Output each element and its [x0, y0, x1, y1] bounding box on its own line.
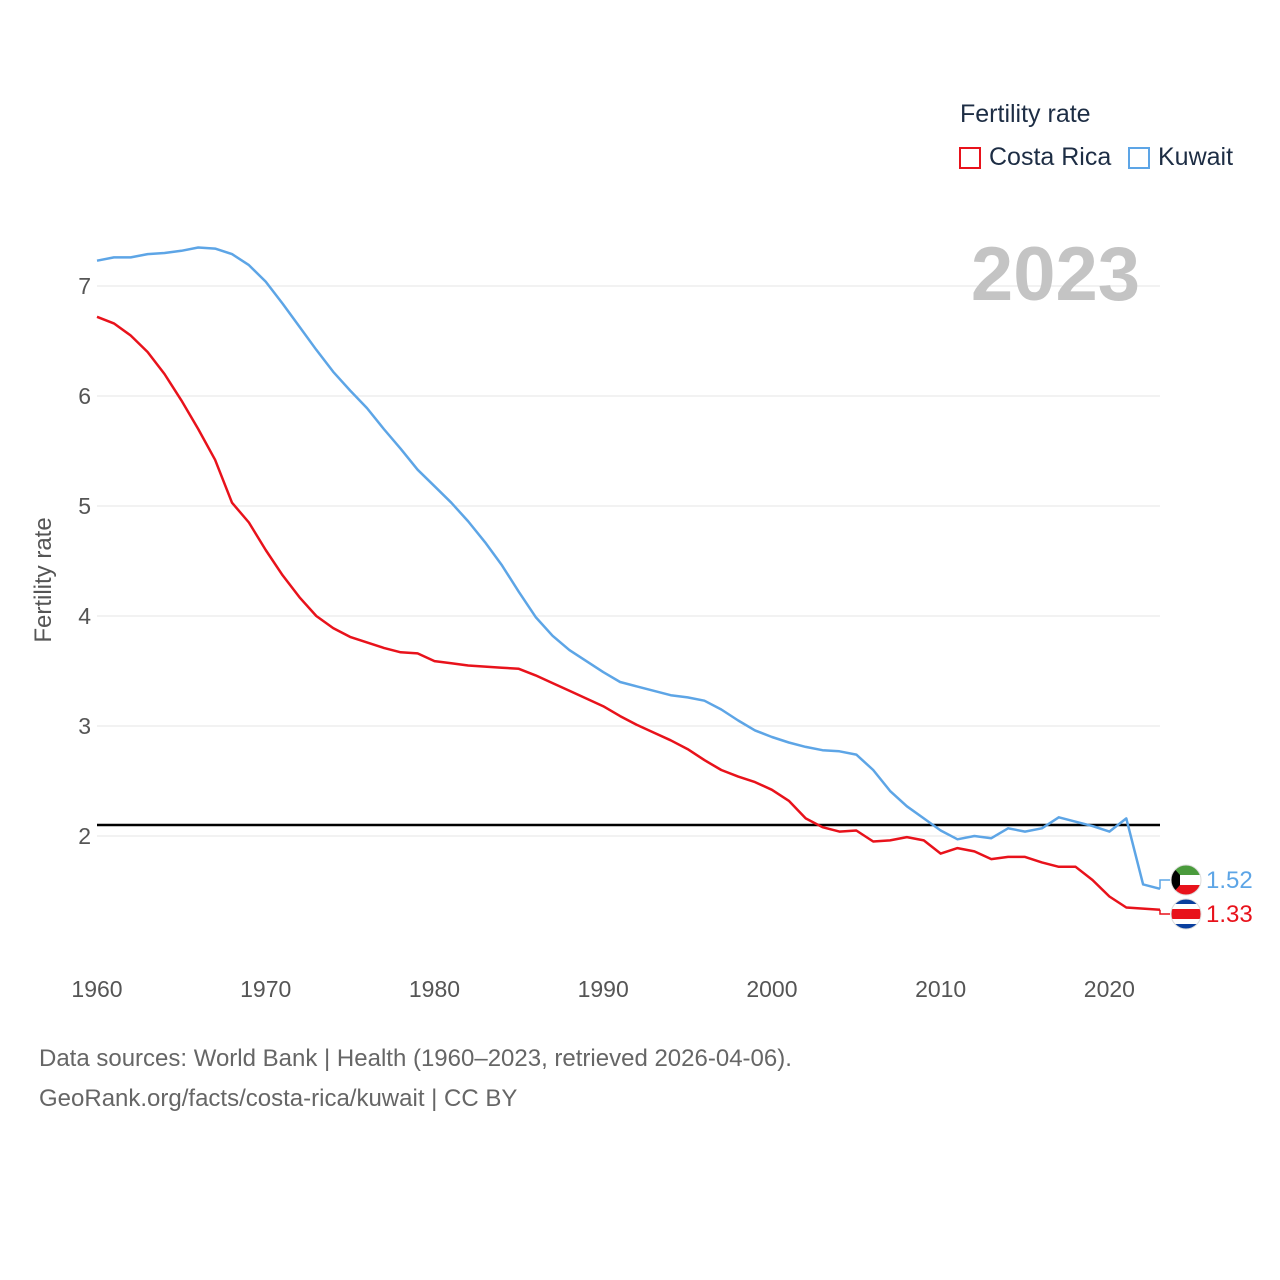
- x-tick-label: 1980: [409, 976, 460, 1002]
- legend-swatch-kuwait: [1128, 146, 1150, 169]
- end-markers: 1.33 1.52: [1159, 864, 1253, 930]
- y-axis-label: Fertility rate: [30, 517, 57, 642]
- x-tick-label: 2010: [915, 976, 966, 1002]
- end-connector: [1159, 909, 1170, 915]
- y-tick-label: 2: [78, 823, 91, 849]
- costa-rica-flag-icon: [1170, 898, 1202, 930]
- series-line-costa-rica: [96, 315, 1161, 911]
- x-axis-ticks: 1960 1970 1980 1990 2000 2010 2020: [71, 976, 1135, 1002]
- series-lines: [96, 246, 1161, 911]
- y-tick-label: 6: [78, 383, 91, 409]
- x-tick-label: 1960: [71, 976, 122, 1002]
- x-tick-label: 2020: [1084, 976, 1135, 1002]
- year-label: 2023: [971, 232, 1140, 317]
- legend-swatch-costa-rica: [959, 146, 981, 169]
- x-tick-label: 1990: [578, 976, 629, 1002]
- end-value-label-kuwait: 1.52: [1206, 867, 1253, 894]
- gridlines: [97, 285, 1160, 837]
- x-tick-label: 1970: [240, 976, 291, 1002]
- y-tick-label: 7: [78, 273, 91, 299]
- legend-label-costa-rica: Costa Rica: [989, 143, 1112, 171]
- y-tick-label: 4: [78, 603, 91, 629]
- source-line-1: Data sources: World Bank | Health (1960–…: [39, 1045, 792, 1072]
- legend-item-kuwait[interactable]: Kuwait: [1128, 143, 1233, 172]
- y-tick-label: 3: [78, 713, 91, 739]
- x-tick-label: 2000: [746, 976, 797, 1002]
- y-tick-label: 5: [78, 493, 91, 519]
- legend-label-kuwait: Kuwait: [1158, 143, 1234, 171]
- end-connector: [1159, 879, 1170, 889]
- series-line-kuwait: [96, 246, 1161, 891]
- y-axis-ticks: 2 3 4 5 6 7: [78, 273, 91, 849]
- kuwait-flag-icon: [1170, 864, 1202, 896]
- legend-title: Fertility rate: [960, 100, 1091, 128]
- end-value-label-costa-rica: 1.33: [1206, 901, 1253, 928]
- legend-item-costa-rica[interactable]: Costa Rica: [959, 143, 1111, 172]
- source-line-2[interactable]: GeoRank.org/facts/costa-rica/kuwait | CC…: [39, 1085, 518, 1112]
